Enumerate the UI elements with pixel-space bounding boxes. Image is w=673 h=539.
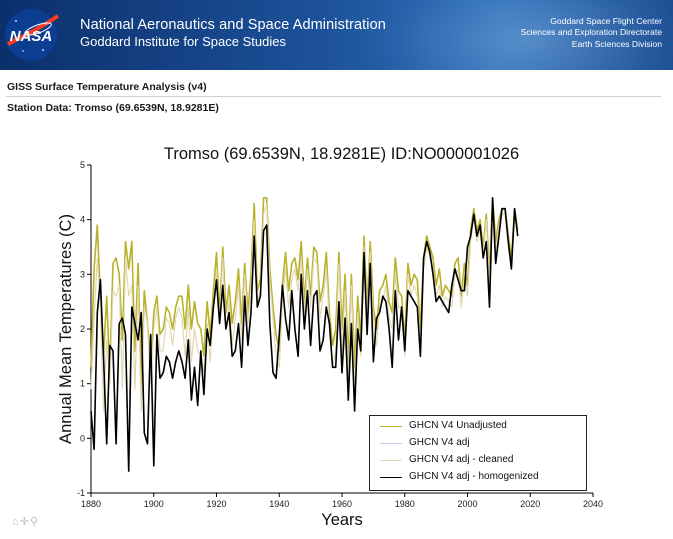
legend-item-homogenized: GHCN V4 adj - homogenized [370,470,586,486]
division-name[interactable]: Earth Sciences Division [571,38,662,49]
move-icon[interactable]: ✛ [19,516,29,528]
series-line-unadjusted [90,197,519,385]
center-info: Goddard Space Flight Center Sciences and… [521,16,662,50]
nasa-logo-swoosh [7,14,60,46]
nasa-logo-orbit [24,22,52,36]
x-tick-label: 1960 [332,499,352,509]
nasa-logo-star [15,20,17,22]
chart-legend: GHCN V4 Unadjusted GHCN V4 adj GHCN V4 a… [369,415,587,491]
x-tick-label: 2020 [520,499,540,509]
page-title: GISS Surface Temperature Analysis (v4) [7,81,207,93]
zoom-icon[interactable]: ⚲ [30,516,38,528]
y-tick-label: 0 [80,433,85,443]
y-tick-label: 1 [80,379,85,389]
nasa-logo-star [45,23,47,25]
y-axis-label: Annual Mean Temperatures (C) [57,214,75,444]
center-name[interactable]: Goddard Space Flight Center [550,16,662,26]
x-tick-label: 2040 [583,499,603,509]
y-tick-label: 5 [80,160,85,170]
legend-item-unadjusted: GHCN V4 Unadjusted [370,419,586,435]
legend-label-cleaned: GHCN V4 adj - cleaned [409,454,514,465]
series-line-cleaned [90,202,519,412]
legend-label-adj: GHCN V4 adj [409,437,470,448]
y-tick-label: 4 [80,215,85,225]
institute-title[interactable]: Goddard Institute for Space Studies [80,34,286,49]
legend-swatch-cleaned [380,460,402,461]
directorate-name[interactable]: Sciences and Exploration Directorate [520,27,662,38]
legend-swatch-unadjusted [380,426,402,427]
y-tick-label: 3 [80,269,85,279]
legend-item-cleaned: GHCN V4 adj - cleaned [370,453,586,469]
nasa-logo-star [42,49,44,51]
legend-swatch-adj [380,443,402,444]
legend-label-unadjusted: GHCN V4 Unadjusted [409,420,507,431]
nasa-logo-text: NASA [10,28,53,45]
x-tick-label: 1940 [269,499,289,509]
nasa-logo[interactable]: NASA [2,6,60,64]
plot-toolbar: ⌂ ✛ ⚲ [12,515,38,528]
series-line-homogenized [90,197,519,472]
station-title: Station Data: Tromso (69.6539N, 18.9281E… [7,102,219,114]
chart-title: Tromso (69.6539N, 18.9281E) ID:NO0000010… [163,145,520,163]
legend-swatch-homogenized [380,477,402,478]
agency-title[interactable]: National Aeronautics and Space Administr… [80,17,386,33]
x-axis-label: Years [321,511,363,529]
y-tick-label: -1 [77,488,85,498]
x-tick-label: 1900 [144,499,164,509]
x-tick-label: 2000 [457,499,477,509]
x-tick-label: 1980 [395,499,415,509]
legend-label-homogenized: GHCN V4 adj - homogenized [409,471,539,482]
x-tick-label: 1880 [81,499,101,509]
nasa-logo-star [22,50,24,52]
home-icon[interactable]: ⌂ [12,516,19,528]
x-tick-label: 1920 [206,499,226,509]
y-tick-label: 2 [80,324,85,334]
header-banner: NASA National Aeronautics and Space Admi… [0,0,673,70]
divider [6,96,661,97]
legend-item-adj: GHCN V4 adj [370,436,586,452]
